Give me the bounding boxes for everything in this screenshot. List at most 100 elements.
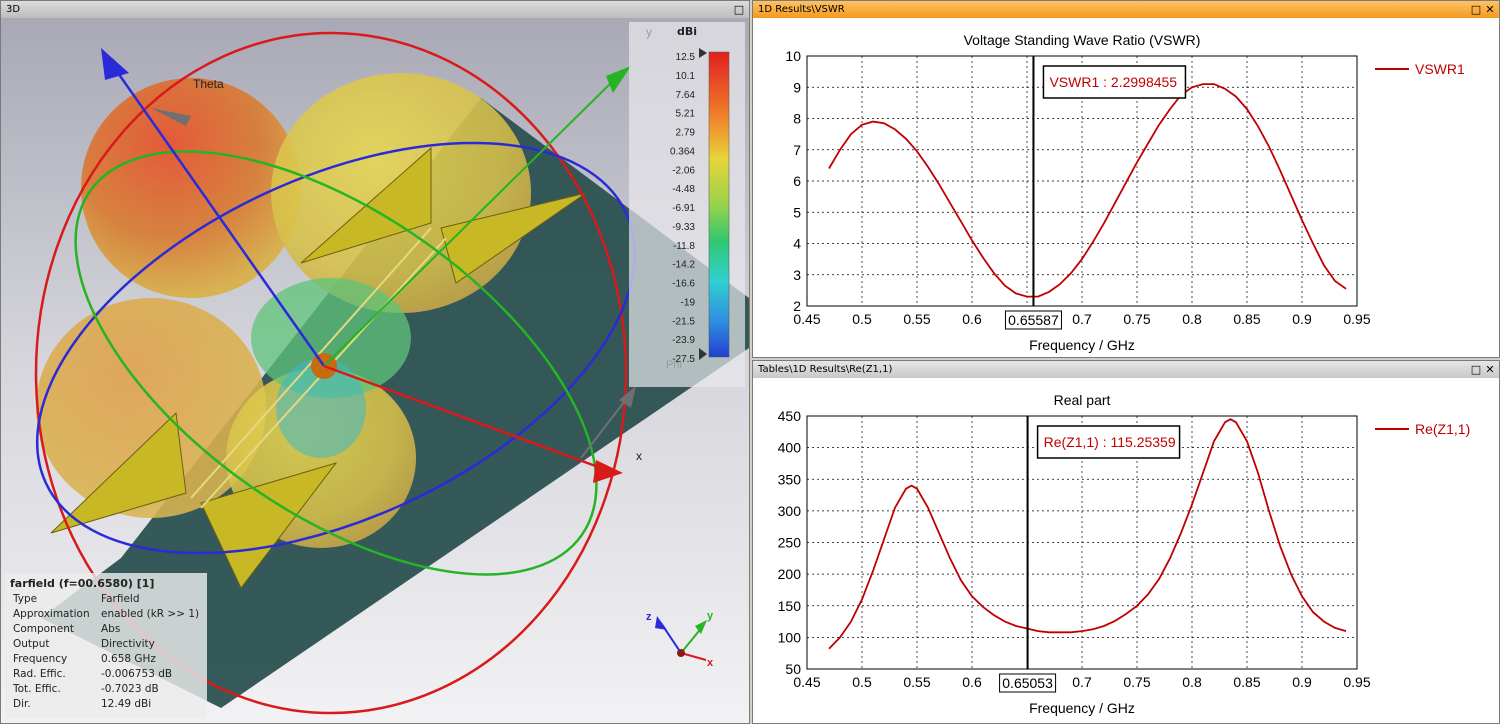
x-tick-label: 0.8 xyxy=(1182,311,1202,327)
triad-x-label: x xyxy=(707,657,714,669)
re-pane-title: Tables\1D Results\Re(Z1,1) xyxy=(753,361,1499,378)
y-tick-label: 50 xyxy=(785,661,801,677)
re-maximize-button[interactable]: □ xyxy=(1470,363,1482,376)
theta-label: Theta xyxy=(193,77,224,91)
info-key: Frequency xyxy=(13,653,68,665)
axis-theta-arrow xyxy=(151,108,191,126)
info-row: Dir. 12.49 dBi xyxy=(5,697,207,712)
x-tick-label: 0.7 xyxy=(1072,674,1092,690)
axis-phi-arrow xyxy=(619,386,636,408)
colorbar-tick-label: -2.06 xyxy=(672,165,695,176)
info-row: Rad. Effic. -0.006753 dB xyxy=(5,667,207,682)
info-value: Directivity xyxy=(101,638,155,650)
colorbar-ticks: 12.5 10.1 7.64 5.21 2.79 0.364 -2.06 -4.48 -6.91… xyxy=(670,52,695,365)
info-key: Type xyxy=(13,593,38,605)
farfield-3d-svg: Theta x y dBi 12.5 10.1 7.64 5.21 2.79 0.364 -… xyxy=(1,18,749,723)
patch-2 xyxy=(440,192,587,284)
colorbar-tick-label: -9.33 xyxy=(672,222,695,233)
lobe-center-green xyxy=(251,278,411,398)
vswr-plot-area[interactable]: Voltage Standing Wave Ratio (VSWR) 0.45 0.… xyxy=(753,18,1499,357)
pane-vswr[interactable]: 1D Results\VSWR □ ✕ Voltage Standing Wav… xyxy=(752,0,1500,358)
info-value: Abs xyxy=(101,623,121,635)
colorbar-unit: dBi xyxy=(677,25,697,38)
x-tick-label: 0.8 xyxy=(1182,674,1202,690)
x-tick-label: 0.75 xyxy=(1123,674,1150,690)
info-row: Component Abs xyxy=(5,622,207,637)
legend-label: Re(Z1,1) xyxy=(1415,421,1470,437)
ring-green xyxy=(74,150,598,576)
maximize-3d-button[interactable]: □ xyxy=(733,3,745,16)
y-tick-label: 450 xyxy=(778,408,802,424)
info-key: Tot. Effic. xyxy=(13,683,61,695)
series-line xyxy=(828,418,1347,650)
y-tick-label: 2 xyxy=(793,298,801,314)
feed-line-1 xyxy=(190,227,432,499)
colorbar-tick-label: -11.8 xyxy=(673,241,695,252)
info-value: enabled (kR >> 1) xyxy=(101,608,200,620)
axis-phi-line xyxy=(580,392,632,459)
info-value: 12.49 dBi xyxy=(101,698,152,710)
y-tick-label: 8 xyxy=(793,111,801,127)
colorbar-tick-label: 7.64 xyxy=(676,90,696,101)
marker-x-box xyxy=(999,673,1057,693)
info-value: Farfield xyxy=(101,593,140,605)
axis-y-line xyxy=(323,77,617,367)
marker-x-label: 0.65587 xyxy=(1008,312,1059,328)
chart-title: Real part xyxy=(1054,392,1111,408)
x-tick-label: 0.85 xyxy=(1233,311,1260,327)
colorbar-tick-label: -14.2 xyxy=(672,260,695,271)
vswr-pane-title: 1D Results\VSWR xyxy=(753,1,1499,18)
y-tick-label: 3 xyxy=(793,267,801,283)
x-axis-label: x xyxy=(636,449,642,463)
series-line xyxy=(828,83,1347,298)
x-tick-label: 0.5 xyxy=(852,674,872,690)
patch-4 xyxy=(200,462,338,589)
colorbar-gradient xyxy=(708,51,730,358)
colorbar-tick-label: -6.91 xyxy=(672,203,695,214)
x-tick-label: 0.9 xyxy=(1292,311,1312,327)
farfield-3d-canvas[interactable]: Theta x y dBi 12.5 10.1 7.64 5.21 2.79 0.364 -… xyxy=(1,18,749,723)
pane-3d-view[interactable]: 3D □ xyxy=(0,0,750,724)
x-tick-label: 0.75 xyxy=(1123,311,1150,327)
x-axis-label: Frequency / GHz xyxy=(1029,700,1135,716)
y-tick-label: 100 xyxy=(778,629,802,645)
info-key: Output xyxy=(13,638,50,650)
x-tick-label: 0.95 xyxy=(1343,311,1370,327)
triad-origin xyxy=(677,649,685,657)
x-tick-label: 0.85 xyxy=(1233,674,1260,690)
info-row: Tot. Effic. -0.7023 dB xyxy=(5,682,207,697)
lobe-center-cyan xyxy=(276,358,366,458)
x-tick-label: 0.45 xyxy=(793,311,820,327)
x-tick-label: 0.45 xyxy=(793,674,820,690)
vswr-maximize-button[interactable]: □ xyxy=(1470,3,1482,16)
re-close-button[interactable]: ✕ xyxy=(1485,363,1495,376)
triad-y-arrow xyxy=(695,620,707,634)
colorbar-tick-label: -23.9 xyxy=(672,335,695,346)
colorbar-tick-label: -21.5 xyxy=(672,316,695,327)
axis-z-line xyxy=(109,62,326,367)
colorbar-tick-label: -19 xyxy=(681,297,696,308)
x-tick-label: 0.55 xyxy=(903,311,930,327)
info-row: Frequency 0.658 GHz xyxy=(5,652,207,667)
marker-x-label: 0.65053 xyxy=(1002,675,1053,691)
re-plot-area[interactable]: Real part0.450.50.550.60.650.70.750.80.8… xyxy=(753,378,1499,723)
pane-real-part[interactable]: Tables\1D Results\Re(Z1,1) □ ✕ Real part… xyxy=(752,360,1500,724)
marker-annotation: VSWR1 : 2.2998455 xyxy=(1049,74,1177,90)
y-tick-label: 6 xyxy=(793,173,801,189)
axis-x-arrow xyxy=(593,460,623,483)
farfield-info-header: farfield (f=00.6580) [1] xyxy=(10,577,155,590)
vswr-close-button[interactable]: ✕ xyxy=(1485,3,1495,16)
colorbar-tick-label: 12.5 xyxy=(676,52,696,63)
x-tick-label: 0.7 xyxy=(1072,311,1092,327)
ring-blue xyxy=(35,141,637,555)
chart-title: Voltage Standing Wave Ratio (VSWR) xyxy=(964,32,1201,48)
x-tick-label: 0.95 xyxy=(1343,674,1370,690)
info-value: 0.658 GHz xyxy=(101,653,156,665)
y-tick-label: 250 xyxy=(778,535,802,551)
real-part-chart: Real part0.450.50.550.60.650.70.750.80.8… xyxy=(778,392,1471,716)
marker-annotation-box xyxy=(1036,425,1181,459)
info-value: -0.006753 dB xyxy=(101,668,173,680)
colorbar-tick-label: 5.21 xyxy=(676,109,696,120)
colorbar-tick-label: 10.1 xyxy=(676,71,696,82)
y-tick-label: 10 xyxy=(785,48,801,64)
